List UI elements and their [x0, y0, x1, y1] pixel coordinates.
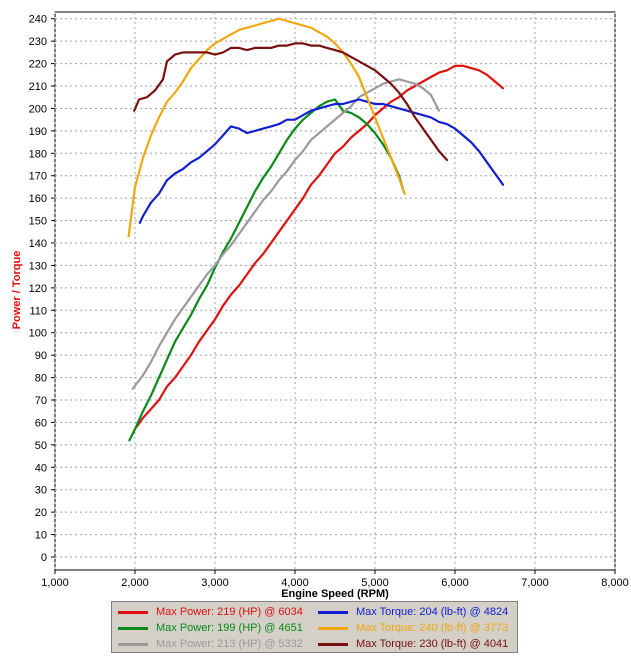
- legend-label: Max Power: 219 (HP) @ 6034: [156, 606, 303, 618]
- x-tick-label: 7,000: [521, 577, 549, 589]
- series-lines: [127, 17, 505, 442]
- y-tick-label: 60: [35, 417, 47, 429]
- x-tick-label: 8,000: [601, 577, 629, 589]
- x-tick-label: 5,000: [361, 577, 389, 589]
- y-tick-label: 10: [35, 530, 47, 542]
- x-tick-label: 1,000: [41, 577, 69, 589]
- y-tick-label: 50: [35, 440, 47, 452]
- y-tick-label: 140: [29, 238, 47, 250]
- y-tick-label: 160: [29, 193, 47, 205]
- y-tick-label: 120: [29, 283, 47, 295]
- y-tick-label: 200: [29, 103, 47, 115]
- legend-swatch: [318, 611, 348, 614]
- legend-label: Max Torque: 204 (lb-ft) @ 4824: [356, 606, 509, 618]
- x-tick-label: 2,000: [121, 577, 149, 589]
- y-tick-label: 130: [29, 260, 47, 272]
- y-tick-label: 230: [29, 36, 47, 48]
- y-tick-label: 210: [29, 81, 47, 93]
- plot-area: [54, 11, 616, 571]
- series-line-0: [135, 64, 505, 428]
- y-tick-label: 30: [35, 485, 47, 497]
- legend-swatch: [118, 627, 148, 630]
- y-tick-label: 240: [29, 14, 47, 26]
- legend: Max Power: 219 (HP) @ 6034 Max Torque: 20…: [111, 601, 518, 653]
- series-line-5: [133, 42, 449, 162]
- y-axis-label: Power / Torque: [11, 251, 23, 330]
- y-tick-label: 170: [29, 171, 47, 183]
- x-axis-label: Engine Speed (RPM): [281, 588, 389, 600]
- x-tick-label: 4,000: [281, 577, 309, 589]
- chart-svg: 0 10 20 30 40 50 60 70 80 90 100 110 120 130 140 150 160…: [11, 11, 629, 600]
- legend-label: Max Torque: 230 (lb-ft) @ 4041: [356, 638, 509, 650]
- y-tick-label: 20: [35, 507, 47, 519]
- legend-label: Max Power: 213 (HP) @ 5332: [156, 638, 303, 650]
- y-tick-label: 0: [41, 552, 47, 564]
- legend-label: Max Power: 199 (HP) @ 4651: [156, 622, 303, 634]
- x-tick-label: 6,000: [441, 577, 469, 589]
- x-tick-label: 3,000: [201, 577, 229, 589]
- y-tick-label: 190: [29, 126, 47, 138]
- y-tick-label: 180: [29, 148, 47, 160]
- series-line-3: [138, 98, 505, 224]
- tick-labels: 0 10 20 30 40 50 60 70 80 90 100 110 120 130 140 150 160…: [29, 14, 629, 589]
- legend-swatch: [118, 611, 148, 614]
- y-tick-label: 110: [29, 305, 47, 317]
- y-tick-label: 100: [29, 328, 47, 340]
- legend-swatch: [318, 643, 348, 646]
- y-tick-label: 40: [35, 462, 47, 474]
- series-line-1: [128, 98, 405, 442]
- legend-label: Max Torque: 240 (lb-ft) @ 3773: [356, 622, 509, 634]
- y-tick-label: 70: [35, 395, 47, 407]
- legend-swatch: [118, 643, 148, 646]
- series-line-4: [127, 17, 406, 238]
- y-tick-label: 150: [29, 216, 47, 228]
- y-tick-label: 220: [29, 59, 47, 71]
- y-tick-label: 80: [35, 373, 47, 385]
- y-tick-label: 90: [35, 350, 47, 362]
- legend-swatch: [318, 627, 348, 630]
